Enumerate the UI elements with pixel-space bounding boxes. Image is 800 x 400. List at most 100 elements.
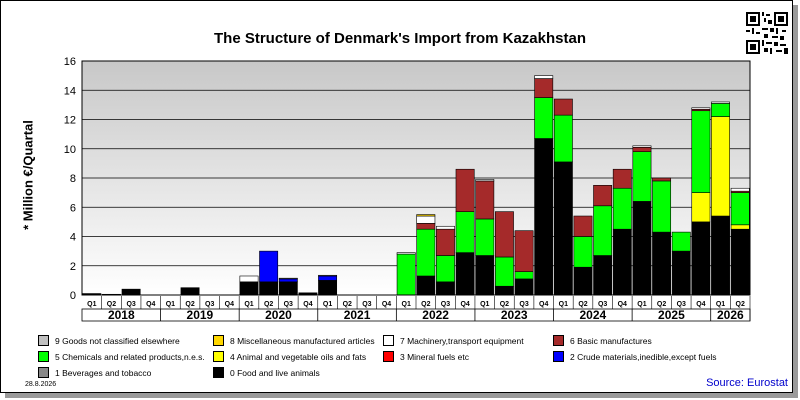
quarter-label: Q1 [637,301,646,308]
bar-segment [318,280,338,296]
bar-segment [691,110,711,193]
bar-segment [534,97,554,139]
bar-segment [494,256,514,287]
quarter-label: Q2 [421,301,430,308]
legend-label: 3 Mineral fuels etc [400,351,469,362]
year-label: 2026 [717,308,744,322]
quarter-label: Q4 [225,301,234,308]
bar-segment [632,146,652,152]
bar-segment [180,287,200,296]
legend-swatch [38,367,49,378]
bar-segment [455,168,475,212]
legend-label: 9 Goods not classified elsewhere [55,335,180,346]
y-tick-label: 8 [70,173,76,185]
year-label: 2019 [187,308,214,322]
bar-segment [573,236,593,268]
bar-segment [553,98,573,116]
bar-segment [652,177,672,182]
bar-segment [259,250,279,283]
bar-segment [612,168,632,189]
qr-code-icon[interactable] [746,12,788,54]
bar-segment [436,281,455,296]
legend-item: 5 Chemicals and related products,n.e.s. [38,351,205,362]
quarter-label: Q4 [146,301,155,308]
quarter-label: Q4 [382,301,391,308]
quarter-label: Q4 [618,301,627,308]
legend-swatch [553,335,564,346]
bar-segment [593,255,613,296]
quarter-label: Q2 [185,301,194,308]
legend-item: 2 Crude materials,inedible,except fuels [553,351,716,362]
bar-segment [475,180,495,220]
bar-segment [632,145,652,148]
bar-segment [416,275,436,296]
bar-segment [259,281,279,296]
bar-segment [652,180,672,233]
legend-swatch [38,335,49,346]
y-axis-ticks: 0 2 4 6 8 10 12 14 16 [64,56,76,302]
y-tick-label: 0 [70,290,76,302]
quarter-label: Q3 [677,301,686,308]
quarter-label: Q1 [480,301,489,308]
bar-segment [436,228,455,256]
legend-item: 9 Goods not classified elsewhere [38,335,180,346]
bar-segment [534,78,554,98]
bar-segment [730,187,750,192]
bar-segment [239,275,259,283]
year-label: 2018 [108,308,135,322]
bar-segment [121,288,141,296]
legend-label: 7 Machinery,transport equipment [400,335,524,346]
quarter-label: Q1 [402,301,411,308]
legend-item: 0 Food and live animals [213,367,320,378]
bar-segment [534,138,554,296]
legend-label: 8 Miscellaneous manufactured articles [230,335,375,346]
bar-segment [553,161,573,296]
quarter-label: Q4 [460,301,469,308]
bar-segment [416,228,436,277]
bar-segment [278,281,298,296]
quarter-label: Q3 [441,301,450,308]
quarter-label: Q2 [657,301,666,308]
bar-segment [573,215,593,237]
bar-segment [318,274,338,277]
bar-segment [730,224,750,230]
legend-swatch [383,351,394,362]
legend-label: 0 Food and live animals [230,367,320,378]
bar-segment [612,187,632,230]
bar-segment [711,215,730,296]
legend-swatch [553,351,564,362]
quarter-label: Q2 [343,301,352,308]
quarter-label: Q2 [264,301,273,308]
legend-swatch [38,351,49,362]
bar-segment [436,225,455,230]
bar-segment [475,179,495,182]
y-tick-label: 12 [64,115,76,127]
plot-border [81,60,751,296]
quarter-label: Q2 [578,301,587,308]
bar-segment [730,228,750,296]
quarter-label: Q1 [323,301,332,308]
year-label: 2023 [501,308,528,322]
date-stamp: 28.8.2026 [25,381,57,388]
bar-segment [671,231,691,252]
legend-item: 4 Animal and vegetable oils and fats [213,351,366,362]
quarter-label: Q4 [539,301,548,308]
quarter-label: Q2 [500,301,509,308]
quarter-label: Q1 [716,301,725,308]
bar-segment [553,114,573,163]
y-tick-label: 4 [70,232,76,244]
bar-segment [416,215,436,224]
legend-swatch [213,335,224,346]
quarter-label: Q4 [303,301,312,308]
bar-segment [475,218,495,256]
bar-segment [436,255,455,283]
bar-segment [494,211,514,258]
legend-label: 5 Chemicals and related products,n.e.s. [55,351,205,362]
bar-segment [632,151,652,202]
y-tick-label: 14 [64,85,76,97]
bar-segment [416,214,436,217]
bar-segment [711,101,730,104]
legend-item: 3 Mineral fuels etc [383,351,469,362]
quarter-label: Q3 [598,301,607,308]
